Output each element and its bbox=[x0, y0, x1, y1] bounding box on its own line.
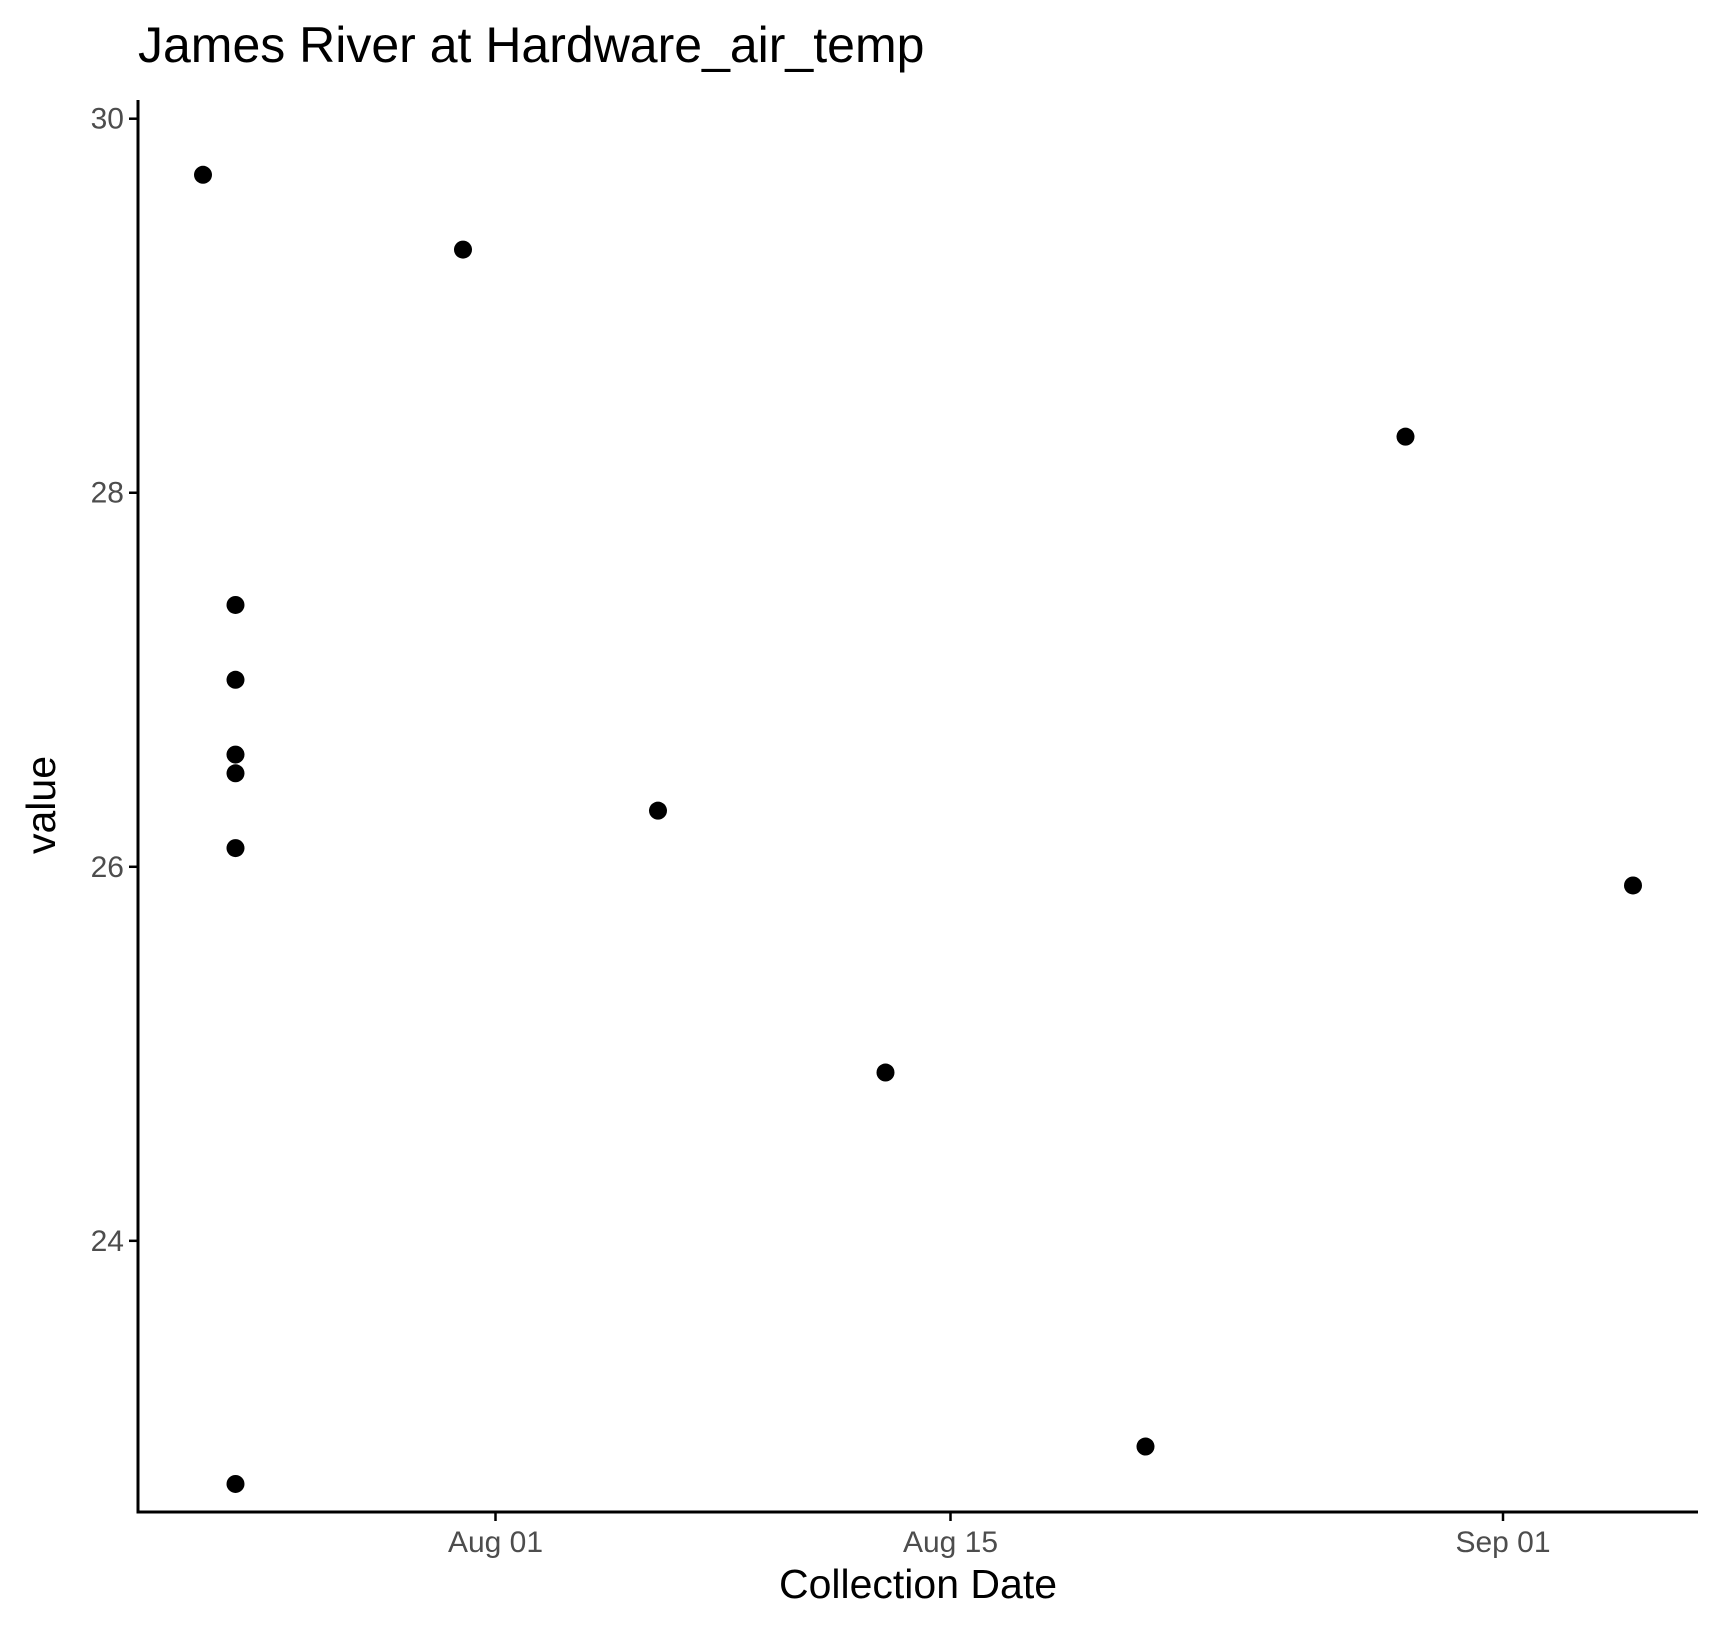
data-point bbox=[226, 839, 245, 858]
data-point bbox=[226, 1474, 245, 1493]
x-axis-title: Collection Date bbox=[779, 1561, 1057, 1607]
data-point bbox=[1396, 427, 1415, 446]
plot-area: 24 26 28 30 Aug 01 Aug 15 Sep 01 bbox=[91, 100, 1698, 1559]
y-tick-label: 30 bbox=[91, 103, 124, 136]
x-tick-label: Aug 15 bbox=[903, 1526, 998, 1559]
x-tick-label: Aug 01 bbox=[448, 1526, 543, 1559]
chart-title: James River at Hardware_air_temp bbox=[138, 17, 924, 73]
data-point bbox=[226, 595, 245, 614]
y-axis-ticks: 24 26 28 30 bbox=[91, 103, 138, 1258]
data-point bbox=[1624, 876, 1642, 895]
data-point bbox=[226, 745, 245, 764]
data-point bbox=[1136, 1437, 1155, 1456]
data-point bbox=[454, 240, 472, 259]
data-point bbox=[194, 165, 212, 184]
data-point bbox=[226, 764, 245, 783]
y-axis-title: value bbox=[18, 756, 64, 854]
data-point bbox=[649, 801, 667, 820]
y-tick-label: 28 bbox=[91, 477, 124, 510]
x-tick-label: Sep 01 bbox=[1455, 1526, 1550, 1559]
x-axis-ticks: Aug 01 Aug 15 Sep 01 bbox=[448, 1512, 1551, 1559]
data-points bbox=[194, 165, 1642, 1493]
y-tick-label: 26 bbox=[91, 851, 124, 884]
data-point bbox=[876, 1063, 895, 1082]
y-tick-label: 24 bbox=[91, 1225, 124, 1258]
data-point bbox=[226, 670, 245, 689]
